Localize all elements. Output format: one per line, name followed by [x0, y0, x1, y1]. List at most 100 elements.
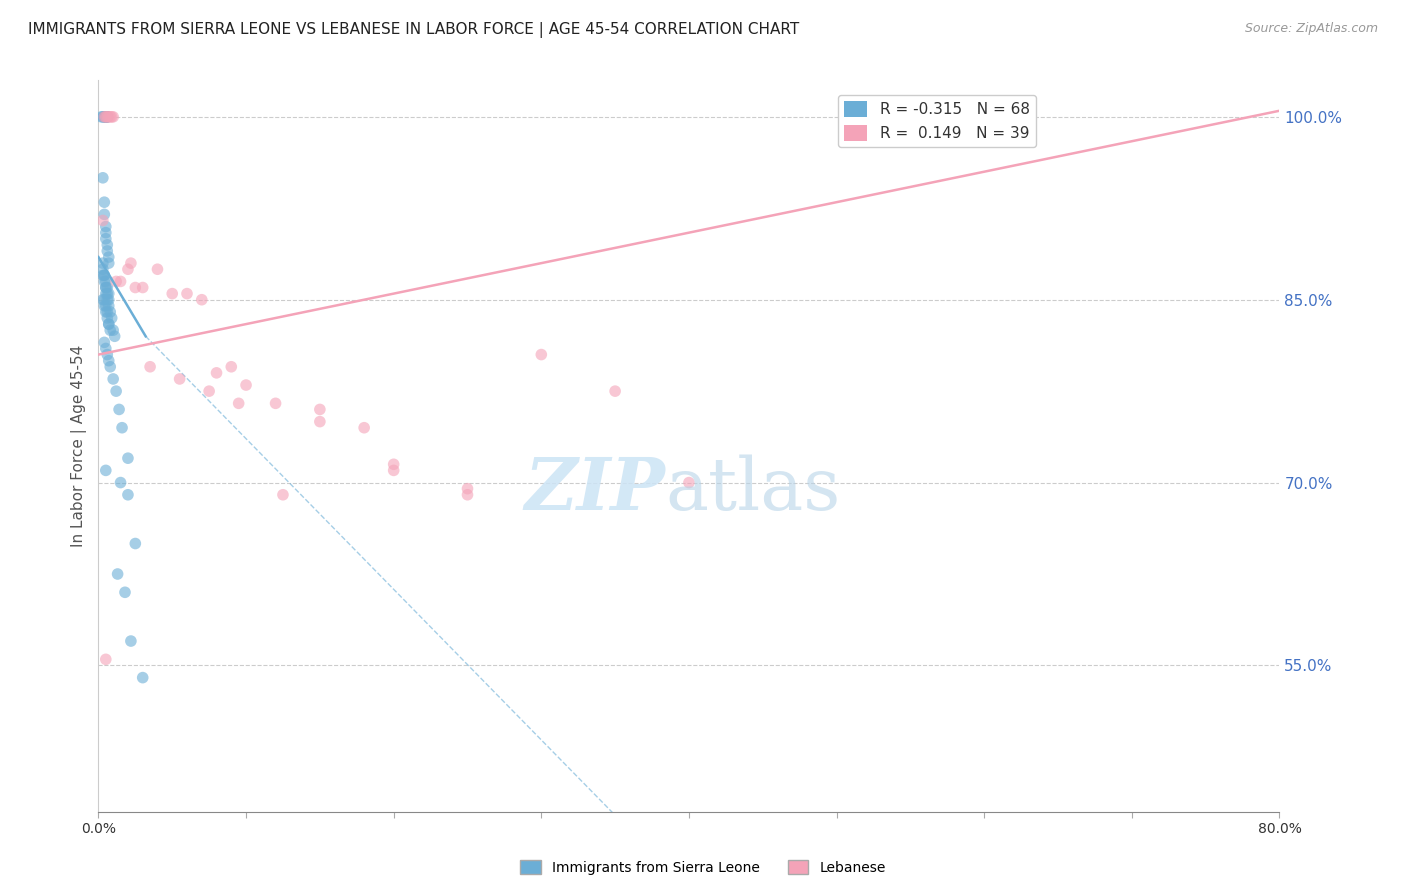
Point: [93, 275, 115, 289]
Point: [235, 378, 257, 392]
Legend: Immigrants from Sierra Leone, Lebanese: Immigrants from Sierra Leone, Lebanese: [515, 855, 891, 880]
Point: [169, 372, 191, 386]
Point: [103, 372, 125, 386]
Point: [221, 359, 243, 374]
Point: [97, 299, 120, 313]
Point: [353, 421, 375, 435]
Point: [98, 305, 121, 319]
Text: atlas: atlas: [665, 455, 841, 525]
Point: [132, 671, 155, 685]
Point: [96, 311, 118, 326]
Point: [176, 286, 198, 301]
Point: [93, 195, 115, 210]
Point: [309, 415, 332, 429]
Point: [205, 366, 228, 380]
Point: [110, 275, 132, 289]
Point: [264, 396, 287, 410]
Point: [91, 110, 114, 124]
Point: [91, 293, 114, 307]
Point: [105, 275, 128, 289]
Point: [91, 213, 114, 227]
Point: [96, 110, 118, 124]
Point: [456, 488, 478, 502]
Point: [97, 293, 120, 307]
Point: [96, 293, 118, 307]
Point: [96, 110, 118, 124]
Point: [96, 238, 118, 252]
Point: [96, 305, 118, 319]
Point: [309, 402, 332, 417]
Legend: R = -0.315   N = 68, R =  0.149   N = 39: R = -0.315 N = 68, R = 0.149 N = 39: [838, 95, 1036, 147]
Point: [103, 110, 125, 124]
Point: [96, 348, 118, 362]
Point: [98, 359, 121, 374]
Point: [98, 110, 121, 124]
Point: [191, 293, 214, 307]
Point: [382, 458, 405, 472]
Text: IMMIGRANTS FROM SIERRA LEONE VS LEBANESE IN LABOR FORCE | AGE 45-54 CORRELATION : IMMIGRANTS FROM SIERRA LEONE VS LEBANESE…: [28, 22, 800, 38]
Point: [105, 384, 128, 399]
Point: [94, 342, 117, 356]
Point: [271, 488, 294, 502]
Point: [93, 110, 115, 124]
Point: [97, 286, 120, 301]
Point: [93, 110, 115, 124]
Point: [94, 110, 117, 124]
Point: [117, 262, 139, 277]
Point: [94, 280, 117, 294]
Point: [382, 463, 405, 477]
Point: [228, 396, 250, 410]
Point: [94, 305, 117, 319]
Point: [103, 323, 125, 337]
Point: [96, 244, 118, 258]
Y-axis label: In Labor Force | Age 45-54: In Labor Force | Age 45-54: [72, 345, 87, 547]
Point: [93, 299, 115, 313]
Point: [94, 275, 117, 289]
Point: [139, 359, 162, 374]
Point: [117, 488, 139, 502]
Point: [93, 110, 115, 124]
Point: [93, 293, 115, 307]
Point: [97, 256, 120, 270]
Point: [120, 256, 142, 270]
Point: [98, 323, 121, 337]
Text: ZIP: ZIP: [524, 454, 665, 525]
Point: [94, 299, 117, 313]
Point: [97, 250, 120, 264]
Point: [146, 262, 169, 277]
Point: [94, 219, 117, 234]
Point: [132, 280, 155, 294]
Point: [94, 110, 117, 124]
Point: [93, 207, 115, 221]
Point: [100, 110, 122, 124]
Point: [198, 384, 221, 399]
Point: [96, 110, 118, 124]
Point: [91, 262, 114, 277]
Point: [120, 634, 142, 648]
Point: [107, 567, 129, 582]
Point: [91, 268, 114, 283]
Point: [96, 110, 118, 124]
Point: [93, 335, 115, 350]
Point: [96, 286, 118, 301]
Point: [94, 280, 117, 294]
Point: [93, 268, 115, 283]
Point: [456, 482, 478, 496]
Point: [530, 348, 553, 362]
Point: [97, 317, 120, 331]
Point: [94, 463, 117, 477]
Point: [90, 110, 112, 124]
Point: [94, 110, 117, 124]
Point: [94, 652, 117, 666]
Point: [93, 268, 115, 283]
Point: [108, 402, 131, 417]
Point: [100, 311, 122, 326]
Point: [1002, 110, 1025, 124]
Point: [91, 170, 114, 185]
Point: [97, 353, 120, 368]
Point: [110, 475, 132, 490]
Point: [162, 286, 183, 301]
Point: [94, 232, 117, 246]
Point: [605, 384, 627, 399]
Point: [97, 317, 120, 331]
